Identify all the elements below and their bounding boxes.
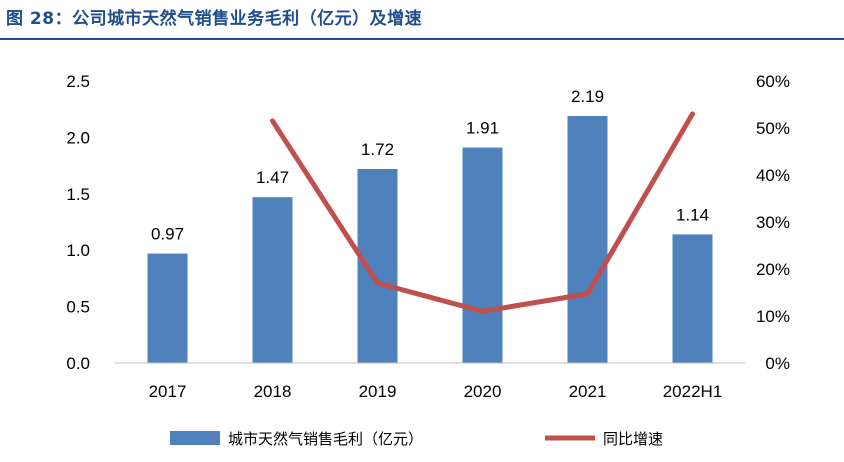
bar bbox=[672, 234, 713, 363]
growth-rate-line bbox=[270, 111, 695, 314]
bar-data-labels: 0.97 1.47 1.72 1.91 2.19 1.14 bbox=[151, 87, 709, 244]
left-axis-ticks: 0.0 0.5 1.0 1.5 2.0 2.5 bbox=[66, 72, 90, 373]
right-axis-tick-label: 20% bbox=[756, 260, 790, 279]
right-axis-tick-label: 40% bbox=[756, 166, 790, 185]
bar-data-label: 0.97 bbox=[151, 225, 184, 244]
x-axis-tick-label: 2019 bbox=[359, 382, 397, 401]
bar-data-label: 1.47 bbox=[256, 168, 289, 187]
left-axis-tick-label: 2.0 bbox=[66, 128, 90, 147]
bar-data-label: 2.19 bbox=[571, 87, 604, 106]
x-axis-ticks: 2017 2018 2019 2020 2021 2022H1 bbox=[149, 382, 723, 401]
figure-title: 图 28：公司城市天然气销售业务毛利（亿元）及增速 bbox=[6, 9, 423, 29]
bar bbox=[462, 147, 503, 363]
x-axis-tick-label: 2022H1 bbox=[663, 382, 723, 401]
left-axis-tick-label: 0.0 bbox=[66, 354, 90, 373]
x-axis-tick-label: 2018 bbox=[254, 382, 292, 401]
legend-swatch-bar bbox=[170, 431, 220, 445]
bar-series bbox=[147, 115, 713, 363]
left-axis-tick-label: 0.5 bbox=[66, 298, 90, 317]
bar bbox=[567, 115, 608, 363]
left-axis-tick-label: 2.5 bbox=[66, 72, 90, 91]
right-axis-tick-label: 60% bbox=[756, 72, 790, 91]
x-axis-tick-label: 2021 bbox=[569, 382, 607, 401]
right-axis-tick-label: 10% bbox=[756, 307, 790, 326]
bar bbox=[147, 253, 188, 363]
bar-data-label: 1.91 bbox=[466, 119, 499, 138]
legend: 城市天然气销售毛利（亿元） 同比增速 bbox=[170, 430, 663, 448]
x-axis-tick-label: 2017 bbox=[149, 382, 187, 401]
legend-label-line: 同比增速 bbox=[603, 430, 663, 448]
left-axis-tick-label: 1.5 bbox=[66, 185, 90, 204]
bar bbox=[252, 197, 293, 363]
left-axis-tick-label: 1.0 bbox=[66, 241, 90, 260]
bar-data-label: 1.14 bbox=[676, 205, 709, 224]
x-axis-tick-label: 2020 bbox=[464, 382, 502, 401]
legend-label-bar: 城市天然气销售毛利（亿元） bbox=[228, 430, 423, 448]
right-axis-tick-label: 0% bbox=[765, 354, 790, 373]
right-axis-tick-label: 30% bbox=[756, 213, 790, 232]
bar-data-label: 1.72 bbox=[361, 140, 394, 159]
right-axis-tick-label: 50% bbox=[756, 119, 790, 138]
title-divider bbox=[0, 38, 844, 40]
right-axis-ticks: 0% 10% 20% 30% 40% 50% 60% bbox=[756, 72, 790, 373]
